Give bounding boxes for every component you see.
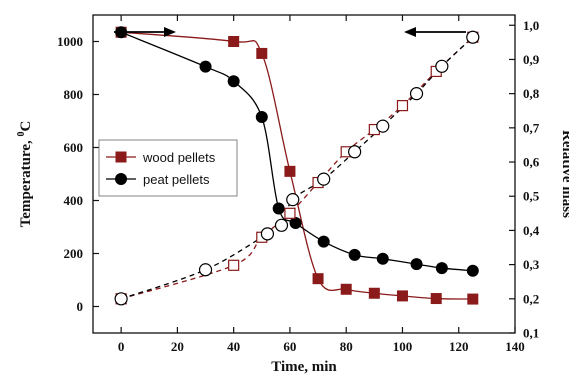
y-left-title-text: Temperature,	[18, 137, 34, 228]
relative-mass-curve	[120, 36, 474, 300]
peat-mass-point	[466, 30, 480, 44]
y-right-tick-label: 0,5	[523, 189, 540, 204]
x-tick-label: 20	[171, 339, 184, 354]
legend: wood pellets peat pellets	[98, 139, 238, 197]
peat-mass-point	[435, 59, 449, 73]
peat-mass-point	[274, 218, 289, 232]
wood-temperature-point	[284, 165, 296, 177]
x-tick-label: 80	[340, 339, 353, 354]
wood-temperature-point	[228, 36, 240, 47]
peat-mass-point	[198, 263, 213, 277]
x-tick-label: 40	[227, 339, 240, 354]
peat-mass-point	[286, 193, 300, 207]
wood-temperature-point	[396, 290, 408, 302]
wood-mass-point	[228, 259, 240, 271]
plot-frame	[92, 14, 516, 334]
y-left-title-degree: 0	[16, 132, 27, 137]
y-left-tick-label: 800	[64, 87, 84, 102]
wood-mass-point	[396, 100, 409, 112]
wood-temperature-point	[368, 287, 380, 299]
y-left-tick-label: 0	[77, 299, 84, 314]
x-tick-label: 60	[283, 339, 296, 354]
peat-temperature-point	[289, 217, 302, 230]
x-tick-label: 120	[449, 339, 469, 354]
peat-mass-point	[376, 119, 390, 133]
y-left-tick-label: 200	[64, 246, 84, 261]
y-right-tick-label: 0,3	[523, 257, 540, 272]
y-right-tick-label: 0,2	[523, 291, 539, 306]
y-right-tick-label: 0,1	[523, 326, 539, 341]
peat-temperature-point	[255, 111, 268, 124]
legend-peat-marker	[115, 173, 127, 185]
axis-arrows	[114, 27, 466, 37]
peat-temperature-point	[317, 235, 330, 248]
wood-temperature-point	[312, 273, 324, 285]
arrow-right-head	[164, 27, 176, 37]
y-right-tick-label: 0,8	[523, 86, 540, 101]
y-left-title-unit: C	[18, 121, 34, 132]
legend-peat-label: peat pellets	[143, 172, 210, 187]
wood-temperature-point	[430, 293, 442, 305]
peat-mass-point	[317, 172, 331, 186]
legend-wood-label: wood pellets	[142, 150, 216, 165]
peat-temperature-point	[227, 75, 240, 88]
wood-temperature-point	[467, 293, 479, 305]
peat-mass-point	[114, 292, 128, 306]
peat-mass-point	[260, 227, 275, 241]
peat-mass-point	[409, 87, 424, 101]
y-left-tick-label: 600	[64, 140, 84, 155]
peat-mass-point	[348, 145, 362, 159]
y-right-tick-label: 0,6	[523, 155, 540, 170]
x-axis-title: Time, min	[271, 359, 337, 375]
y-right-tick-label: 0,7	[523, 120, 540, 135]
y-right-tick-label: 0,4	[523, 223, 540, 238]
peat-temperature-point	[410, 258, 423, 271]
wood-mass-point	[284, 207, 296, 219]
peat-temperature-point	[376, 252, 389, 265]
peat-temperature-point	[199, 60, 212, 73]
y-right-tick-label: 1,0	[523, 18, 539, 33]
y-left-tick-label: 400	[64, 193, 84, 208]
peat-temperature-point	[348, 248, 361, 261]
peat-temperature-point	[466, 264, 479, 277]
peat-temperature-point	[435, 262, 448, 275]
peat-temperature-point	[272, 202, 285, 215]
y-right-axis-title: Relative mass	[559, 130, 569, 218]
legend-wood-marker	[115, 151, 127, 163]
y-left-axis-title: Temperature, 0C	[16, 121, 34, 228]
arrow-left-head	[404, 27, 416, 37]
wood-temperature-point	[256, 47, 268, 59]
x-tick-label: 140	[505, 339, 525, 354]
wood-temperature-point	[340, 283, 352, 295]
y-right-tick-label: 0,9	[523, 52, 540, 67]
data-markers	[114, 26, 480, 306]
legend-box	[98, 139, 238, 197]
x-tick-label: 100	[393, 339, 413, 354]
axis-ticks: 0 20 40 60 80 100 120 140 0 200 400 600 800 1000 0,1 0,…	[57, 15, 540, 354]
y-left-tick-label: 1000	[57, 34, 83, 49]
x-tick-label: 0	[118, 339, 125, 354]
